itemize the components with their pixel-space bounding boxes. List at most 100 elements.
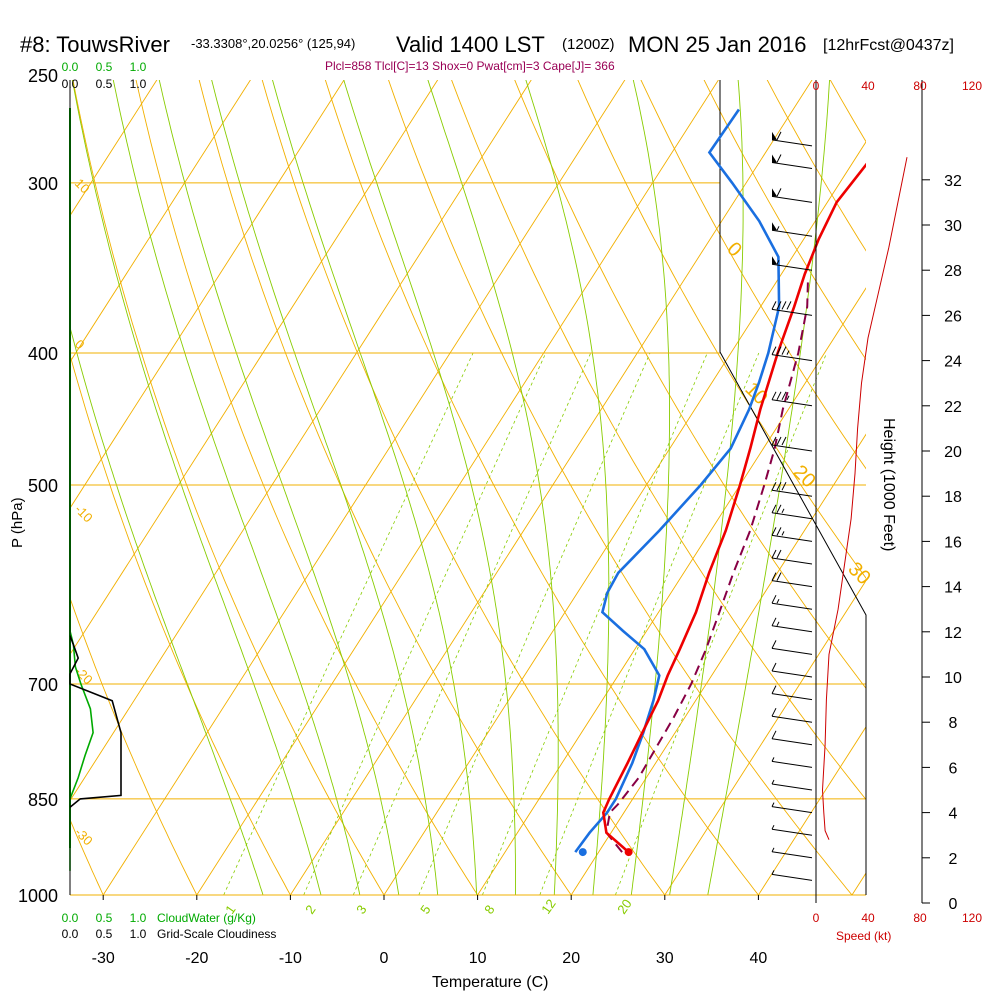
temperature-tick-label: 40	[750, 950, 768, 967]
wind-barb-feather	[782, 347, 786, 355]
height-tick-label: 28	[944, 263, 962, 280]
wind-barb-staff	[772, 626, 812, 632]
wind-barb-feather	[782, 437, 786, 445]
dry-adiabat-label: 0	[72, 337, 88, 353]
height-tick-label: 8	[949, 715, 958, 732]
moist-adiabat	[703, 51, 832, 924]
dry-adiabat	[503, 51, 1000, 924]
wind-barb-staff	[772, 829, 812, 835]
wind-barb-staff	[772, 558, 812, 564]
wind-barb-feather	[772, 505, 776, 513]
wind-barb-staff	[772, 716, 812, 722]
pressure-tick-label: 1000	[18, 886, 58, 906]
parcel-curve	[606, 282, 808, 852]
cloudiness-bottom-tick: 0.5	[96, 927, 113, 941]
wind-barb-staff	[772, 163, 812, 169]
height-tick-label: 10	[944, 670, 962, 687]
wind-barb-staff	[772, 535, 812, 541]
dry-adiabat-label: -30	[72, 825, 96, 849]
isotherm	[366, 51, 925, 924]
height-tick-label: 30	[944, 218, 962, 235]
height-tick-label: 16	[944, 534, 962, 551]
wind-barb-feather	[777, 505, 781, 513]
wind-barb-half-feather	[772, 848, 774, 852]
wind-barb-staff	[772, 761, 812, 767]
wind-barb-pennant	[772, 155, 777, 163]
isotherm	[272, 51, 831, 924]
wind-barb-pennant	[772, 188, 777, 196]
wind-barb-staff	[772, 140, 812, 146]
speed-bottom-tick: 40	[861, 911, 875, 925]
cloudiness-bottom-tick: 0.0	[62, 927, 79, 941]
surface-temperature-marker	[625, 848, 633, 856]
mixing-ratio-label: 20	[614, 896, 635, 916]
speed-bottom-tick: 80	[913, 911, 927, 925]
mixing-ratio-line	[353, 353, 590, 895]
sounding-params: Plcl=858 Tlcl[C]=13 Shox=0 Pwat[cm]=3 Ca…	[325, 59, 615, 73]
isotherm	[85, 51, 644, 924]
moist-adiabat	[419, 51, 559, 924]
cloud-water-bottom-tick: 0.0	[62, 911, 79, 925]
profiles	[575, 110, 902, 857]
dry-adiabat	[254, 51, 686, 924]
wind-barb-half-feather	[772, 803, 774, 807]
cloud-water-bottom-tick: 1.0	[130, 911, 147, 925]
mixing-ratio-label: 8	[481, 902, 497, 917]
moist-adiabat	[67, 51, 328, 924]
pressure-axis-label: P (hPa)	[9, 497, 26, 548]
wind-barb-feather	[772, 482, 776, 490]
cloudiness-label: Grid-Scale Cloudiness	[157, 927, 276, 941]
speed-top-tick: 120	[962, 79, 982, 93]
mixing-ratio-line	[304, 353, 546, 895]
zulu-time: (1200Z)	[562, 36, 615, 53]
temperature-tick-label: 0	[380, 950, 389, 967]
dry-adiabat	[0, 51, 22, 924]
dry-adiabat	[565, 51, 1000, 924]
wind-barb-half-feather	[787, 351, 789, 355]
wind-barb-feather	[772, 640, 776, 648]
wind-barb-half-feather	[772, 780, 774, 784]
dry-adiabat-label: 20	[788, 461, 819, 492]
wind-barb-half-feather	[772, 757, 774, 761]
height-tick-label: 4	[949, 806, 958, 823]
surface-dewpoint-marker	[579, 848, 587, 856]
height-tick-label: 14	[944, 580, 962, 597]
height-tick-label: 18	[944, 489, 962, 506]
wind-barb-half-feather	[777, 622, 779, 626]
valid-time: Valid 1400 LST	[396, 32, 545, 57]
forecast-date: MON 25 Jan 2016	[628, 32, 807, 57]
wind-barb-feather	[772, 686, 776, 694]
mixing-ratio-label: 2	[302, 902, 318, 917]
moist-adiabat	[265, 51, 478, 924]
speed-axis-label: Speed (kt)	[836, 929, 891, 943]
cloud-water-bottom-tick: 0.5	[96, 911, 113, 925]
height-tick-label: 20	[944, 444, 962, 461]
wind-barb-feather	[777, 527, 781, 535]
wind-barb-feather	[772, 731, 776, 739]
dry-adiabat-label: 30	[843, 558, 874, 589]
wind-barb-feather	[772, 550, 776, 558]
wind-barb-feather	[772, 618, 776, 626]
wind-barb-half-feather	[782, 531, 784, 535]
wind-barb-feather	[777, 188, 781, 196]
wind-barb-staff	[772, 400, 812, 406]
pressure-tick-label: 500	[28, 476, 58, 496]
wind-barb-staff	[772, 874, 812, 880]
pressure-tick-label: 250	[28, 66, 58, 86]
wind-barb-feather	[772, 595, 776, 603]
wind-barb-feather	[777, 392, 781, 400]
wind-barb-feather	[772, 392, 776, 400]
cloud-water-top-tick: 1.0	[130, 60, 147, 74]
height-tick-label: 12	[944, 625, 962, 642]
cloud-water-label: CloudWater (g/Kg)	[157, 911, 256, 925]
cloudiness-top-tick: 1.0	[130, 77, 147, 91]
height-tick-label: 0	[949, 896, 958, 913]
wind-barb-staff	[772, 355, 812, 361]
wind-barb-staff	[772, 807, 812, 813]
speed-bottom-tick: 0	[813, 911, 820, 925]
wind-barb-feather	[772, 347, 776, 355]
wind-barb-staff	[772, 739, 812, 745]
dry-adiabat	[192, 51, 591, 924]
